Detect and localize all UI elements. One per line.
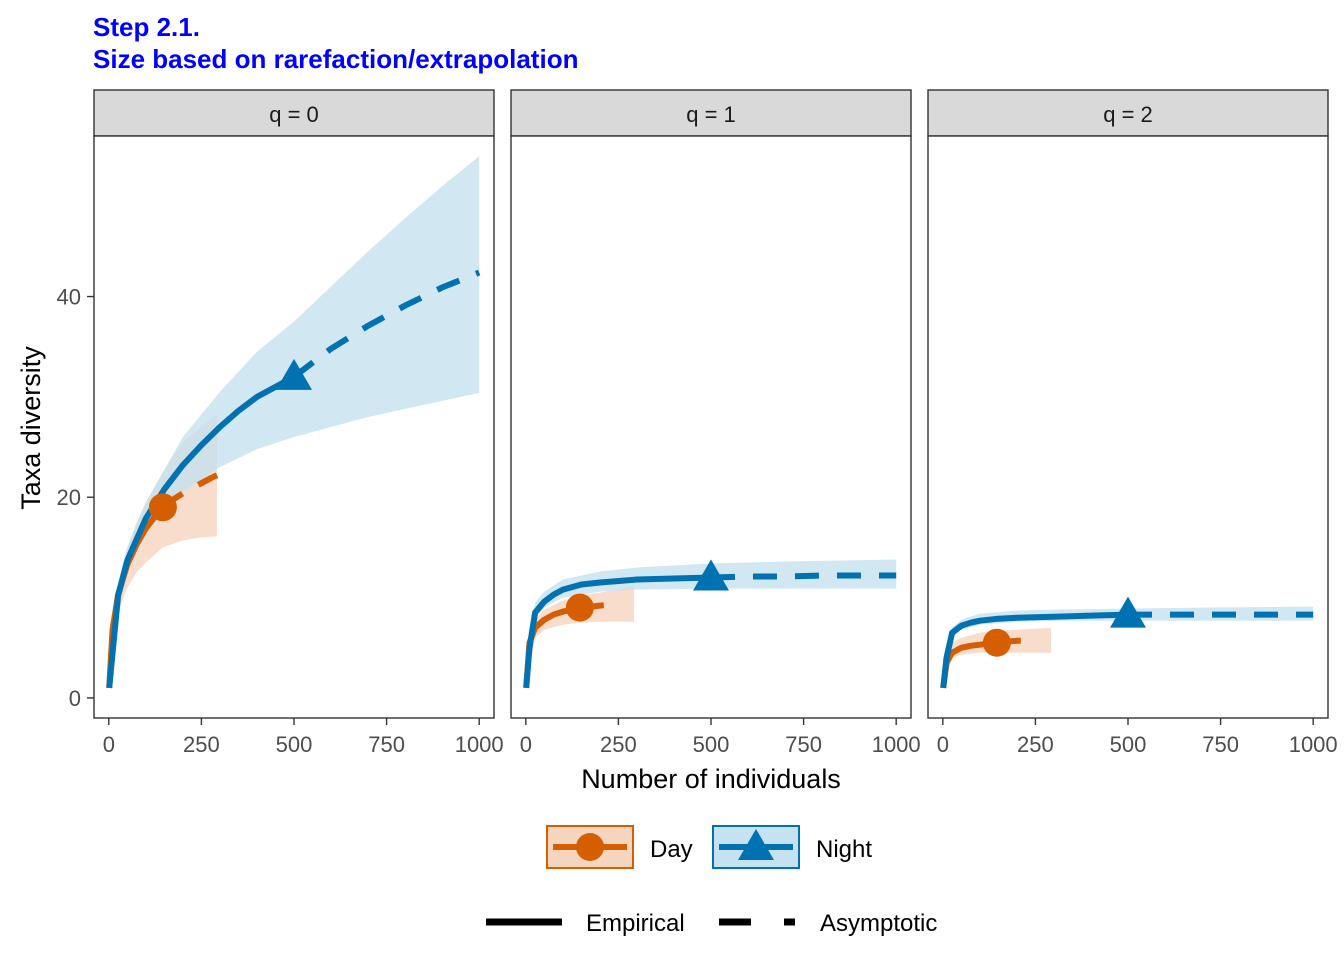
rarefaction-line-night (940, 611, 1129, 689)
chart-title-line1: Step 2.1. (93, 12, 200, 42)
facet-panel-1: q = 0 0 250 500 750 1000 0 20 40 (57, 89, 504, 757)
chart-title-line2: Size based on rarefaction/extrapolation (93, 44, 578, 74)
confidence-band-day (526, 585, 634, 688)
facet-panel-2: q = 1 0 250 500 750 1000 (510, 89, 921, 757)
y-tick-label: 0 (69, 686, 81, 711)
plot-area (940, 596, 1314, 689)
x-tick-label: 1000 (1289, 732, 1338, 757)
x-tick-label: 250 (183, 732, 220, 757)
legend-label-asymptotic: Asymptotic (820, 910, 937, 937)
observed-point-night (276, 358, 312, 390)
plot-area (106, 156, 481, 689)
legend-label-day: Day (650, 836, 693, 863)
y-tick-label: 20 (57, 485, 81, 510)
observed-point-night (693, 559, 729, 591)
facet-strip (510, 89, 912, 137)
rarefaction-line-night (106, 374, 296, 689)
legend-key-day (546, 825, 634, 869)
facet-panel-3: q = 2 0 250 500 750 1000 (927, 89, 1338, 757)
facet-strip-label: q = 0 (269, 102, 319, 127)
confidence-band-day (943, 627, 1051, 688)
y-axis-title: Taxa diversity (16, 346, 46, 510)
observed-point-day (982, 628, 1011, 657)
plot-background (511, 136, 911, 718)
facet-strip-label: q = 2 (1103, 102, 1153, 127)
x-axis-title: Number of individuals (581, 764, 841, 794)
extrapolation-line-night (292, 269, 481, 380)
legend: Day Night Empirical Asymptotic (486, 825, 937, 937)
x-tick-label: 500 (1110, 732, 1147, 757)
x-tick-label: 500 (276, 732, 313, 757)
plot-background (928, 136, 1328, 718)
extrapolation-line-night (710, 572, 897, 581)
facet-panels: q = 0 0 250 500 750 1000 0 20 40 q = 1 0 250 500 750 1… (57, 89, 1338, 757)
x-tick-label: 250 (600, 732, 637, 757)
x-tick-label: 1000 (872, 732, 921, 757)
x-tick-label: 0 (520, 732, 532, 757)
facet-strip-label: q = 1 (686, 102, 736, 127)
observed-point-night (1110, 596, 1146, 628)
observed-point-day (148, 493, 177, 522)
x-tick-label: 500 (693, 732, 730, 757)
x-tick-label: 750 (785, 732, 822, 757)
legend-label-night: Night (816, 836, 872, 863)
confidence-band-night (109, 156, 480, 688)
plot-area (523, 559, 897, 689)
x-tick-label: 0 (103, 732, 115, 757)
rarefaction-line-night (523, 574, 712, 689)
facet-strip (93, 89, 495, 137)
x-tick-label: 750 (1202, 732, 1239, 757)
x-tick-label: 750 (368, 732, 405, 757)
x-tick-label: 0 (937, 732, 949, 757)
x-tick-label: 250 (1017, 732, 1054, 757)
legend-key-night (712, 825, 800, 869)
y-tick-label: 40 (57, 285, 81, 310)
x-tick-label: 1000 (455, 732, 504, 757)
legend-label-empirical: Empirical (586, 910, 685, 937)
observed-point-day (565, 593, 594, 622)
